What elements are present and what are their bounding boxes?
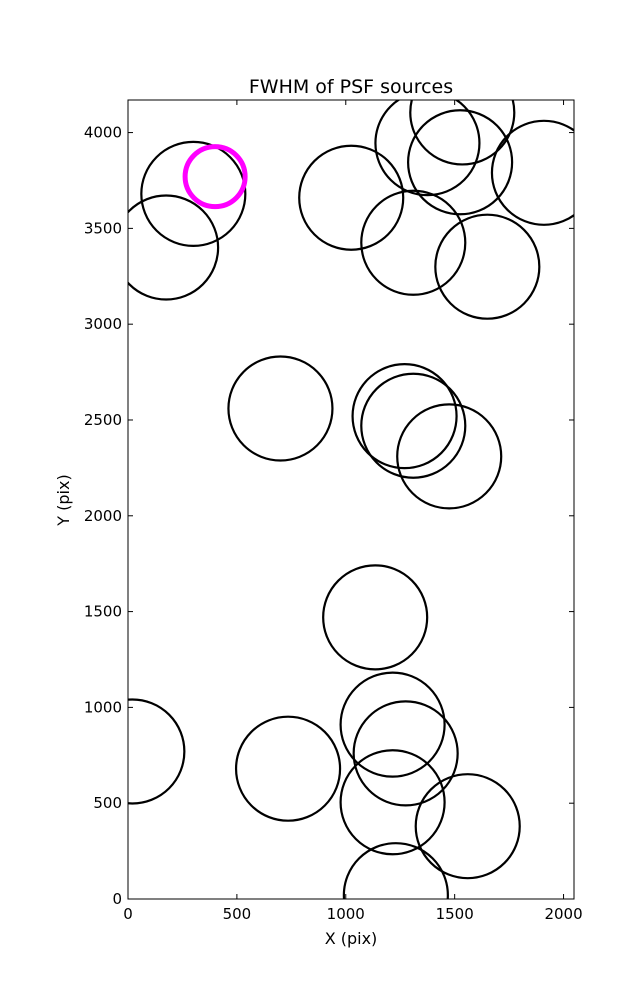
- highlight-source-marker: [182, 144, 248, 210]
- plot-frame: [127, 99, 575, 900]
- x-axis: 0 500 1000 1500 2000: [123, 100, 583, 923]
- x-tick-label: 2000: [544, 905, 582, 923]
- source-marker: [351, 363, 458, 470]
- source-marker: [234, 715, 342, 822]
- source-marker: [360, 189, 467, 296]
- source-marker: [128, 194, 220, 301]
- source-marker: [409, 100, 516, 166]
- chart-title: FWHM of PSF sources: [249, 76, 453, 98]
- source-marker: [374, 100, 481, 197]
- source-marker: [298, 144, 405, 251]
- x-tick-label: 1000: [327, 905, 365, 923]
- y-tick-label: 3500: [84, 219, 122, 237]
- y-axis: 0 500 1000 1500 2000 2500 3000 3500 4000: [84, 124, 574, 908]
- source-marker: [434, 213, 541, 320]
- y-tick-label: 2500: [84, 411, 122, 429]
- x-tick-label: 500: [223, 905, 252, 923]
- y-tick-label: 2000: [84, 507, 122, 525]
- y-tick-label: 3000: [84, 315, 122, 333]
- y-tick-label: 1500: [84, 603, 122, 621]
- plot-markers: [128, 100, 574, 899]
- source-marker: [490, 119, 574, 226]
- x-tick-label: 1500: [436, 905, 474, 923]
- y-tick-label: 1000: [84, 698, 122, 716]
- source-marker: [339, 749, 446, 856]
- y-tick-label: 500: [93, 794, 122, 812]
- source-marker: [407, 109, 514, 216]
- source-marker: [342, 842, 449, 899]
- source-marker: [322, 564, 429, 671]
- y-tick-label: 4000: [84, 124, 122, 142]
- source-marker: [339, 671, 446, 778]
- source-marker: [396, 403, 503, 510]
- y-axis-label: Y (pix): [54, 474, 73, 526]
- source-marker: [227, 355, 334, 462]
- source-marker: [414, 773, 521, 880]
- x-tick-label: 0: [123, 905, 133, 923]
- x-axis-label: X (pix): [325, 929, 378, 948]
- source-marker: [360, 372, 467, 479]
- source-marker: [352, 700, 459, 807]
- y-tick-label: 0: [112, 890, 122, 908]
- source-marker: [140, 140, 247, 247]
